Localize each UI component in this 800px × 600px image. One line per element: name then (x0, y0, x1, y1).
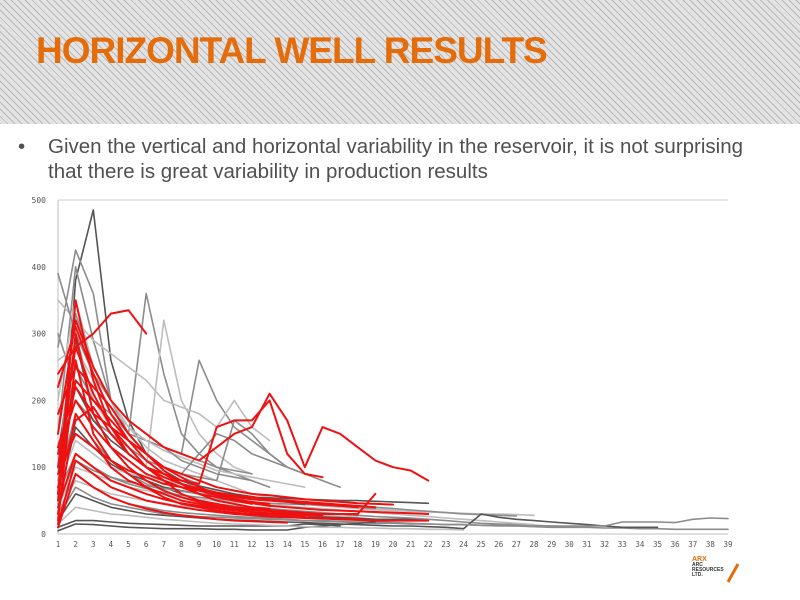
x-tick-label: 32 (600, 540, 609, 549)
x-tick-label: 11 (230, 540, 239, 549)
x-tick-label: 39 (723, 540, 732, 549)
highlight-well-line (57, 366, 271, 510)
title-banner: HORIZONTAL WELL RESULTS (0, 0, 800, 124)
logo-brand: ARX (692, 556, 707, 563)
x-tick-label: 21 (406, 540, 415, 549)
well-line (57, 466, 535, 526)
well-line (57, 266, 271, 489)
x-tick-label: 24 (459, 540, 469, 549)
x-tick-label: 25 (477, 540, 486, 549)
x-tick-label: 15 (300, 540, 309, 549)
x-tick-label: 19 (371, 540, 380, 549)
highlight-well-line (57, 406, 359, 516)
x-tick-label: 22 (424, 540, 433, 549)
x-tick-label: 6 (144, 540, 149, 549)
bullet-marker: • (18, 135, 26, 158)
highlight-well-line (57, 472, 289, 529)
x-tick-label: 13 (265, 540, 274, 549)
well-line (57, 521, 377, 532)
x-tick-label: 36 (671, 540, 681, 549)
highlight-well-line (57, 459, 430, 525)
logo-line-2: RESOURCES (692, 567, 724, 573)
slide-title: HORIZONTAL WELL RESULTS (36, 30, 548, 71)
x-tick-label: 2 (73, 540, 78, 549)
x-tick-label: 35 (653, 540, 662, 549)
logo-text: ARX ARC RESOURCES LTD. (692, 556, 724, 578)
logo-line-3: LTD. (692, 572, 703, 578)
well-line (57, 493, 659, 530)
x-tick-label: 14 (283, 540, 293, 549)
x-tick-label: 9 (197, 540, 202, 549)
logo-slash-icon (726, 563, 740, 583)
y-tick-label: 200 (32, 396, 47, 405)
x-tick-label: 29 (547, 540, 556, 549)
y-tick-label: 0 (41, 530, 46, 539)
y-tick-label: 300 (32, 330, 47, 339)
y-tick-label: 500 (32, 196, 47, 205)
x-tick-label: 28 (530, 540, 540, 549)
y-tick-label: 400 (32, 263, 47, 272)
bullet-text: Given the vertical and horizontal variab… (48, 135, 744, 183)
well-line (57, 319, 253, 495)
highlight-well-line (57, 325, 271, 505)
x-tick-label: 8 (179, 540, 184, 549)
x-tick-label: 20 (388, 540, 398, 549)
x-tick-label: 5 (126, 540, 131, 549)
highlight-well-line (57, 386, 394, 506)
well-line (57, 506, 465, 531)
well-line (57, 519, 341, 529)
x-tick-label: 33 (618, 540, 627, 549)
x-tick-label: 16 (318, 540, 328, 549)
x-tick-label: 30 (565, 540, 575, 549)
logo-line-1: ARC (692, 562, 703, 568)
well-line (57, 452, 518, 517)
highlight-well-line (57, 412, 306, 518)
company-logo: ARX ARC RESOURCES LTD. (692, 556, 752, 586)
x-tick-label: 27 (512, 540, 521, 549)
x-tick-label: 17 (336, 540, 345, 549)
x-tick-label: 7 (162, 540, 167, 549)
x-tick-label: 12 (247, 540, 256, 549)
x-tick-label: 26 (494, 540, 504, 549)
x-tick-label: 34 (635, 540, 645, 549)
well-line (57, 413, 588, 529)
well-line (57, 299, 535, 517)
x-tick-label: 37 (688, 540, 697, 549)
x-tick-label: 4 (109, 540, 114, 549)
highlight-well-line (57, 319, 430, 482)
x-tick-label: 38 (706, 540, 716, 549)
well-line (57, 299, 271, 442)
x-tick-label: 10 (212, 540, 222, 549)
x-tick-label: 18 (353, 540, 363, 549)
y-tick-label: 100 (32, 463, 47, 472)
x-tick-label: 23 (441, 540, 450, 549)
x-tick-label: 1 (56, 540, 61, 549)
x-tick-label: 31 (582, 540, 591, 549)
x-tick-label: 3 (91, 540, 96, 549)
